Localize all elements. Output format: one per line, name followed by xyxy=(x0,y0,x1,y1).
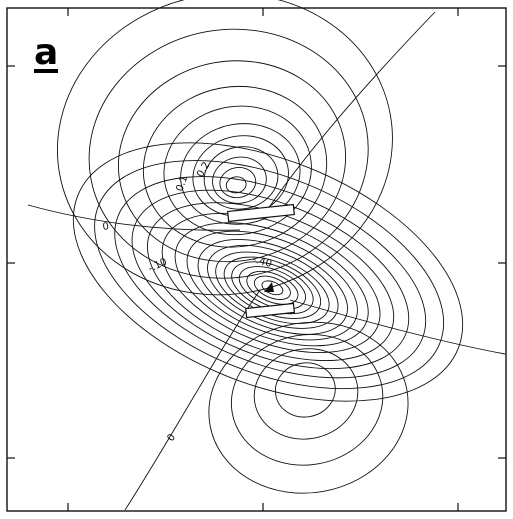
label-upper-outer: 0.1 xyxy=(174,174,190,193)
lower-nucleus-bar xyxy=(245,302,296,319)
panel-letter: a xyxy=(34,32,58,73)
plot-frame xyxy=(6,7,507,512)
central-lobe-contours xyxy=(72,142,464,402)
lower-lobe-contours xyxy=(208,321,409,494)
label-zero-bottom: 0 xyxy=(165,432,178,444)
tick-marks xyxy=(7,8,506,511)
nucleus-markers xyxy=(226,203,296,319)
panel-label: a xyxy=(34,32,58,73)
panel-letter-underline xyxy=(34,69,58,73)
label-zero-left: 0 xyxy=(102,221,110,233)
peak-arrow xyxy=(264,282,274,292)
contour-labels: 0 0 0.1 0.2 -.10 -.40 xyxy=(102,160,273,443)
label-lower-right: -.40 xyxy=(251,254,273,270)
upper-nucleus-bar xyxy=(226,203,296,223)
